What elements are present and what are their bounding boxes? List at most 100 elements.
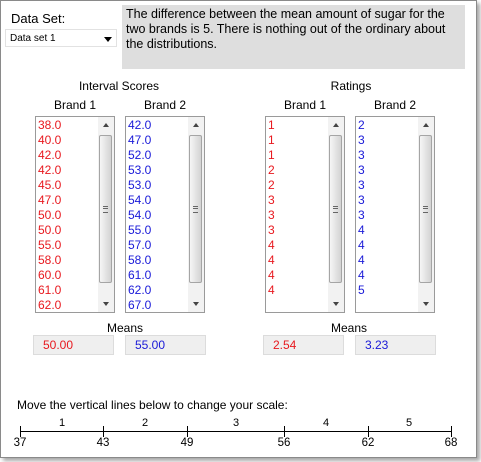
- scroll-up-arrow-icon[interactable]: [423, 123, 429, 127]
- list-item[interactable]: 1: [268, 118, 275, 132]
- scale-boundary-handle[interactable]: [187, 426, 188, 437]
- list-item[interactable]: 54.0: [128, 208, 152, 222]
- list-item[interactable]: 1: [268, 133, 275, 147]
- interval-brand2-list[interactable]: 42.0 47.0 52.0 53.0 53.0 54.0 54.0 55.0 57.0 58.0…: [125, 116, 205, 313]
- scale-tick-label: 62: [361, 437, 375, 449]
- list-item[interactable]: 4: [358, 253, 365, 267]
- list-item[interactable]: 3: [268, 223, 275, 237]
- list-item[interactable]: 3: [358, 133, 365, 147]
- list-item[interactable]: 61.0: [128, 268, 152, 282]
- scale-rating-label: 2: [141, 417, 149, 429]
- list-item[interactable]: 4: [268, 238, 275, 252]
- list-item[interactable]: 3: [268, 208, 275, 222]
- list-item[interactable]: 4: [268, 268, 275, 282]
- scroll-up-arrow-icon[interactable]: [103, 123, 109, 127]
- list-item[interactable]: 61.0: [38, 283, 62, 297]
- list-item[interactable]: 2: [268, 163, 275, 177]
- list-item[interactable]: 42.0: [38, 148, 62, 162]
- list-item[interactable]: 62.0: [128, 283, 152, 297]
- list-item[interactable]: 57.0: [128, 238, 152, 252]
- list-item[interactable]: 4: [268, 283, 275, 297]
- list-item[interactable]: 4: [358, 238, 365, 252]
- scrollbar[interactable]: [418, 117, 434, 312]
- scroll-up-arrow-icon[interactable]: [193, 123, 199, 127]
- interval-brand2-heading: Brand 2: [143, 98, 187, 112]
- list-item[interactable]: 3: [358, 163, 365, 177]
- scale-tick-label: 43: [96, 437, 110, 449]
- scroll-down-arrow-icon[interactable]: [103, 302, 109, 306]
- list-item[interactable]: 47.0: [38, 193, 62, 207]
- scale-tick-label: 68: [444, 437, 458, 449]
- list-item[interactable]: 42.0: [128, 118, 152, 132]
- grip-icon: [423, 206, 428, 213]
- list-item[interactable]: 4: [358, 223, 365, 237]
- list-item[interactable]: 40.0: [38, 133, 62, 147]
- scale-rating-label: 4: [322, 417, 330, 429]
- scroll-down-arrow-icon[interactable]: [333, 302, 339, 306]
- scale-axis-line: [20, 431, 451, 432]
- list-item[interactable]: 55.0: [38, 238, 62, 252]
- list-item[interactable]: 3: [358, 148, 365, 162]
- scale-rating-label: 1: [58, 417, 66, 429]
- scrollbar[interactable]: [98, 117, 114, 312]
- list-items: 38.0 40.0 42.0 42.0 45.0 47.0 50.0 50.0 55.0 58.0…: [38, 118, 62, 312]
- list-item[interactable]: 67.0: [128, 298, 152, 312]
- scrollbar[interactable]: [328, 117, 344, 312]
- list-item[interactable]: 47.0: [128, 133, 152, 147]
- interval-brand1-list[interactable]: 38.0 40.0 42.0 42.0 45.0 47.0 50.0 50.0 55.0 58.0…: [35, 116, 115, 313]
- ratings-means-label: Means: [330, 321, 368, 335]
- list-item[interactable]: 50.0: [38, 208, 62, 222]
- list-item[interactable]: 55.0: [128, 223, 152, 237]
- list-item[interactable]: 58.0: [128, 253, 152, 267]
- list-item[interactable]: 42.0: [38, 163, 62, 177]
- list-item[interactable]: 2: [268, 178, 275, 192]
- grip-icon: [193, 206, 198, 213]
- list-item[interactable]: 53.0: [128, 178, 152, 192]
- scrollbar-thumb[interactable]: [99, 135, 112, 283]
- ratings-brand2-mean: 3.23: [355, 335, 436, 355]
- list-item[interactable]: 50.0: [38, 223, 62, 237]
- interval-brand2-mean: 55.00: [125, 335, 206, 355]
- list-item[interactable]: 1: [268, 148, 275, 162]
- scale-tick-label: 49: [180, 437, 194, 449]
- scrollbar[interactable]: [188, 117, 204, 312]
- scroll-up-arrow-icon[interactable]: [333, 123, 339, 127]
- list-item[interactable]: 4: [358, 268, 365, 282]
- scrollbar-thumb[interactable]: [189, 135, 202, 283]
- list-item[interactable]: 3: [358, 178, 365, 192]
- list-item[interactable]: 2: [358, 118, 365, 132]
- scale-tick-label: 37: [13, 437, 27, 449]
- list-items: 42.0 47.0 52.0 53.0 53.0 54.0 54.0 55.0 57.0 58.0…: [128, 118, 152, 312]
- scale-boundary-handle[interactable]: [368, 426, 369, 437]
- list-item[interactable]: 45.0: [38, 178, 62, 192]
- grip-icon: [333, 206, 338, 213]
- list-item[interactable]: 53.0: [128, 163, 152, 177]
- ratings-brand1-heading: Brand 1: [283, 98, 327, 112]
- list-item[interactable]: 5: [358, 283, 365, 297]
- interval-brand1-mean: 50.00: [33, 335, 114, 355]
- scrollbar-thumb[interactable]: [419, 135, 432, 283]
- list-item[interactable]: 3: [358, 208, 365, 222]
- scale-boundary-handle[interactable]: [284, 426, 285, 437]
- ratings-brand1-mean: 2.54: [263, 335, 344, 355]
- scale-boundary-handle[interactable]: [103, 426, 104, 437]
- list-item[interactable]: 3: [358, 193, 365, 207]
- scroll-down-arrow-icon[interactable]: [423, 302, 429, 306]
- scrollbar-thumb[interactable]: [329, 135, 342, 283]
- dataset-dropdown[interactable]: Data set 1: [5, 29, 117, 47]
- list-item[interactable]: 3: [268, 193, 275, 207]
- scale-tick-label: 56: [277, 437, 291, 449]
- list-item[interactable]: 4: [268, 253, 275, 267]
- list-item[interactable]: 54.0: [128, 193, 152, 207]
- list-item[interactable]: 60.0: [38, 268, 62, 282]
- list-item[interactable]: 58.0: [38, 253, 62, 267]
- scroll-down-arrow-icon[interactable]: [193, 302, 199, 306]
- list-item[interactable]: 52.0: [128, 148, 152, 162]
- list-item[interactable]: 62.0: [38, 298, 62, 312]
- list-item[interactable]: 38.0: [38, 118, 62, 132]
